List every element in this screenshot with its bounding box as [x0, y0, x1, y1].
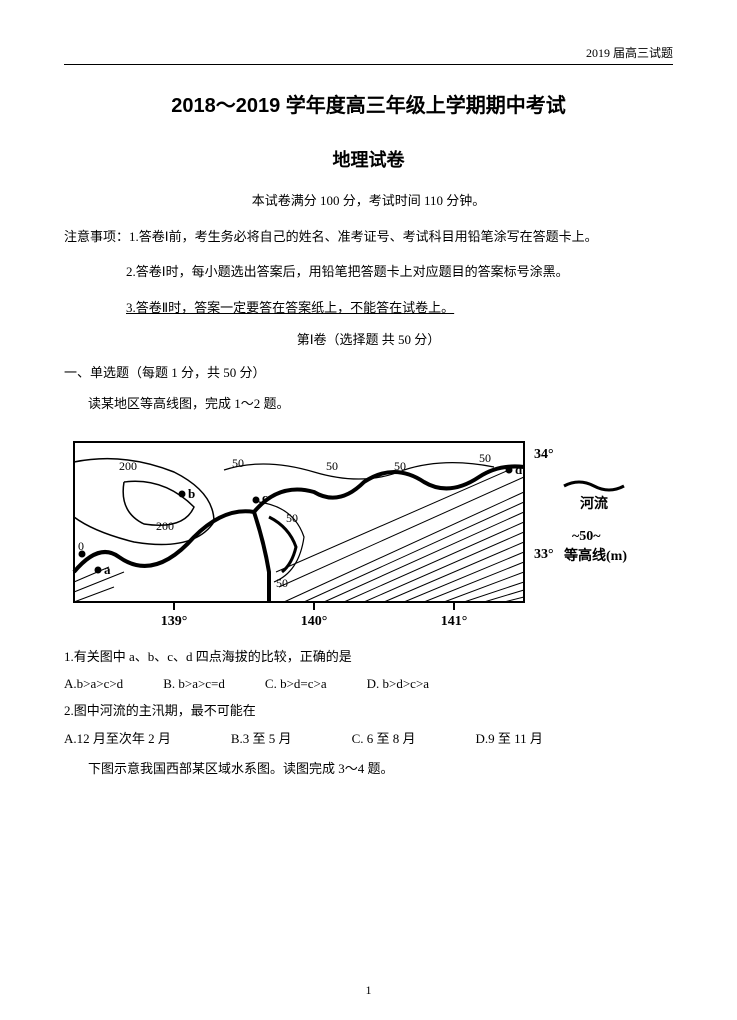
- notice-3: 3.答卷Ⅱ时，答案一定要答在答案纸上，不能答在试卷上。: [126, 294, 673, 321]
- exam-page: 2019 届高三试题 2018～2019 学年度高三年级上学期期中考试 地理试卷…: [0, 0, 737, 1020]
- part-1-title: 第Ⅰ卷（选择题 共 50 分）: [64, 329, 673, 348]
- svg-text:河流: 河流: [580, 495, 608, 512]
- q2-opt-c: C. 6 至 8 月: [352, 725, 416, 752]
- notice-prefix: 注意事项：: [64, 229, 129, 244]
- q1-options: A.b>a>c>d B. b>a>c=d C. b>d=c>a D. b>d>c…: [64, 670, 673, 697]
- svg-text:0: 0: [78, 539, 84, 553]
- q1-opt-c: C. b>d=c>a: [265, 670, 327, 697]
- q1-opt-a: A.b>a>c>d: [64, 670, 123, 697]
- svg-text:33°: 33°: [534, 547, 554, 562]
- q1-opt-d: D. b>d>c>a: [367, 670, 429, 697]
- svg-text:200: 200: [119, 459, 137, 473]
- page-number: 1: [0, 983, 737, 998]
- svg-text:34°: 34°: [534, 447, 554, 462]
- q2-opt-d: D.9 至 11 月: [475, 725, 542, 752]
- notice-3-text: 3.答卷Ⅱ时，答案一定要答在答案纸上，不能答在试卷上。: [126, 300, 454, 315]
- q2-stem: 2.图中河流的主汛期，最不可能在: [64, 697, 673, 724]
- svg-text:c: c: [262, 490, 268, 505]
- exam-info: 本试卷满分 100 分，考试时间 110 分钟。: [64, 190, 673, 209]
- svg-text:200: 200: [156, 519, 174, 533]
- notice-1-text: 1.答卷Ⅰ前，考生务必将自己的姓名、准考证号、考试科目用铅笔涂写在答题卡上。: [129, 229, 598, 244]
- svg-text:139°: 139°: [161, 614, 188, 629]
- svg-text:140°: 140°: [301, 614, 328, 629]
- svg-text:a: a: [104, 562, 111, 577]
- q2-opt-b: B.3 至 5 月: [231, 725, 292, 752]
- svg-text:50: 50: [394, 459, 406, 473]
- q2-options: A.12 月至次年 2 月 B.3 至 5 月 C. 6 至 8 月 D.9 至…: [64, 725, 673, 752]
- svg-text:50: 50: [232, 456, 244, 470]
- title-main: 2018～2019 学年度高三年级上学期期中考试: [64, 89, 673, 118]
- stem-q3-4: 下图示意我国西部某区域水系图。读图完成 3～4 题。: [88, 758, 673, 777]
- title-sub: 地理试卷: [64, 146, 673, 172]
- svg-text:等高线(m): 等高线(m): [564, 547, 627, 564]
- svg-text:50: 50: [479, 451, 491, 465]
- svg-text:b: b: [188, 486, 195, 501]
- q2-opt-a: A.12 月至次年 2 月: [64, 725, 171, 752]
- contour-map-svg: 139° 140° 141° 34° 33° 200 200 50 50 50 …: [64, 422, 644, 632]
- stem-q1-2: 读某地区等高线图，完成 1～2 题。: [88, 393, 673, 412]
- svg-text:~50~: ~50~: [572, 529, 601, 544]
- svg-text:141°: 141°: [441, 614, 468, 629]
- contour-map-figure: 139° 140° 141° 34° 33° 200 200 50 50 50 …: [64, 422, 673, 637]
- svg-text:d: d: [515, 462, 523, 477]
- notice-1: 注意事项：1.答卷Ⅰ前，考生务必将自己的姓名、准考证号、考试科目用铅笔涂写在答题…: [64, 223, 673, 250]
- q1-opt-b: B. b>a>c=d: [163, 670, 225, 697]
- section-a-head: 一、单选题（每题 1 分，共 50 分）: [64, 362, 673, 381]
- header-right: 2019 届高三试题: [64, 44, 673, 65]
- svg-text:50: 50: [326, 459, 338, 473]
- svg-text:50: 50: [276, 576, 288, 590]
- notice-2: 2.答卷Ⅰ时，每小题选出答案后，用铅笔把答题卡上对应题目的答案标号涂黑。: [126, 258, 673, 285]
- svg-text:50: 50: [286, 511, 298, 525]
- q1-stem: 1.有关图中 a、b、c、d 四点海拔的比较，正确的是: [64, 643, 673, 670]
